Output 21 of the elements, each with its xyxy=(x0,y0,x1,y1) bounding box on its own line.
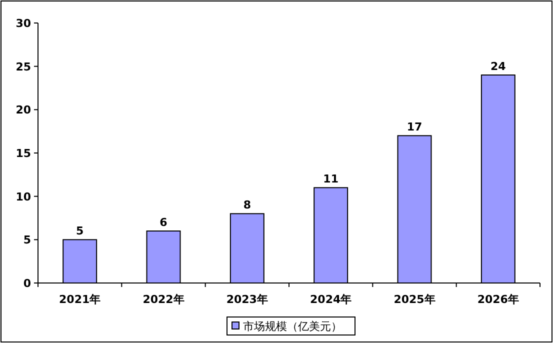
x-tick-label: 2025年 xyxy=(394,293,436,306)
x-tick-label: 2023年 xyxy=(226,293,268,306)
data-label: 17 xyxy=(406,120,422,134)
y-tick-label: 10 xyxy=(16,190,32,204)
legend-label: 市场规模（亿美元） xyxy=(243,320,342,333)
y-tick-label: 0 xyxy=(23,277,32,290)
x-tick-label: 2024年 xyxy=(310,293,352,306)
x-tick-label: 2021年 xyxy=(59,293,101,306)
y-tick-label: 25 xyxy=(16,60,31,74)
y-tick-label: 30 xyxy=(16,17,32,30)
y-tick-label: 5 xyxy=(23,234,31,247)
x-tick-label: 2022年 xyxy=(142,293,184,306)
data-label: 11 xyxy=(323,172,338,186)
x-tick-label: 2026年 xyxy=(477,293,519,306)
data-label: 6 xyxy=(160,216,168,229)
data-label: 24 xyxy=(490,60,506,73)
y-tick-label: 20 xyxy=(16,104,32,117)
data-label: 5 xyxy=(76,224,84,238)
legend: 市场规模（亿美元） xyxy=(226,316,356,336)
y-tick-label: 15 xyxy=(16,147,31,160)
data-label: 8 xyxy=(243,198,251,212)
